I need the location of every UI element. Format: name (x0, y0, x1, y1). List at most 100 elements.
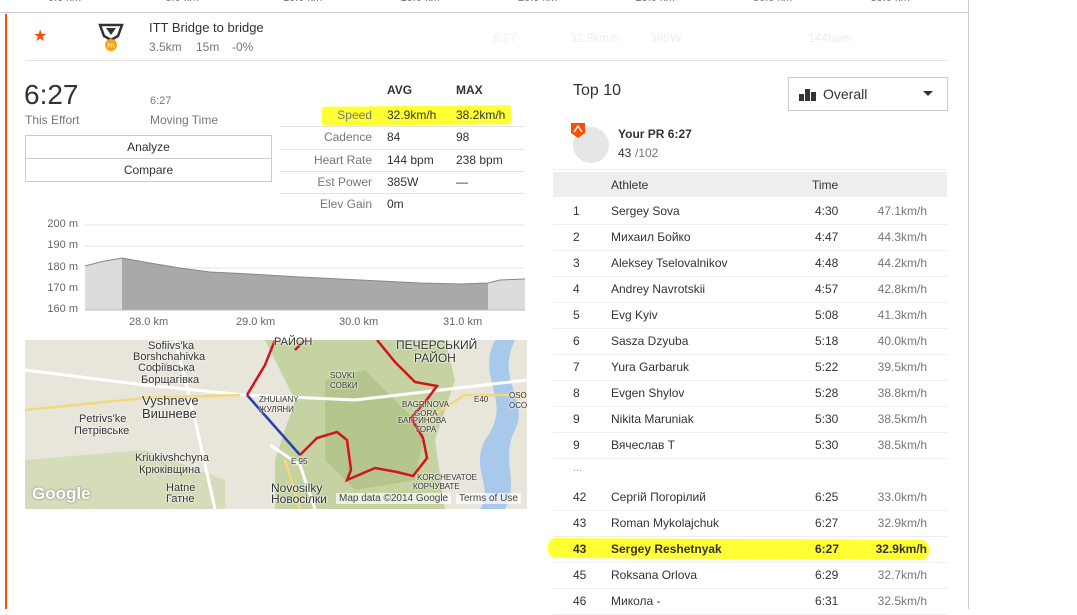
rank: 8 (573, 386, 580, 400)
map-label: РАЙОН (414, 351, 456, 365)
map-label: Борщагівка (141, 374, 200, 386)
athlete-name: Roman Mykolajchuk (611, 516, 720, 530)
map-label: Новосілки (271, 492, 327, 506)
athlete-name: Вячеслав Т (611, 438, 676, 452)
leaderboard-row[interactable]: 45 Roksana Orlova 6:29 32.7km/h (553, 562, 947, 589)
filter-label: Overall (823, 86, 868, 102)
pr-row: Your PR 6:27 43 /102 (553, 117, 947, 170)
y-tick-label: 200 m (47, 218, 78, 230)
map-label: СОВКИ (330, 381, 358, 390)
speed: 32.5km/h (877, 594, 927, 608)
map-label: Крюківщина (139, 464, 201, 476)
map-label: КОРЧУВАТЕ (413, 482, 460, 491)
stat-avg: 32.9km/h (387, 108, 437, 122)
map-label: E 95 (291, 457, 308, 466)
star-icon[interactable]: ★ (33, 28, 48, 45)
time: 4:57 (815, 282, 839, 296)
stat-label: Est Power (317, 174, 372, 189)
speed: 38.5km/h (877, 438, 927, 452)
map-label: Sofiivs'ka (148, 340, 195, 352)
map-label: OSO (509, 391, 527, 400)
axis-label: 15.0 km (401, 0, 440, 4)
leaderboard-row[interactable]: 5 Evg Kyiv 5:08 41.3km/h (553, 302, 947, 329)
athlete-name: Evg Kyiv (611, 308, 658, 322)
map-terms[interactable]: Terms of Use (456, 493, 521, 504)
segment-distance: 3.5km (149, 40, 182, 54)
elevation-chart (84, 224, 526, 311)
athlete-name: Sergey Reshetnyak (611, 542, 722, 556)
analyze-button[interactable]: Analyze (25, 135, 272, 159)
leaderboard-row[interactable]: 9 Вячеслав Т 5:30 38.5km/h (553, 432, 947, 459)
pr-rank: 43 (618, 146, 632, 160)
rank: 42 (573, 490, 587, 504)
divider (280, 148, 525, 150)
map-label: BAGRINOVA (402, 400, 449, 409)
column-header: Time (812, 178, 839, 192)
athlete-name: Sergey Sova (611, 204, 680, 218)
leaderboard-row[interactable]: 1 Sergey Sova 4:30 47.1km/h (553, 198, 947, 225)
filter-dropdown[interactable]: Overall (788, 77, 948, 111)
table-header: Athlete Time (553, 172, 947, 197)
stat-label: Heart Rate (313, 152, 372, 167)
rank: 9 (573, 412, 580, 426)
leaderboard-row[interactable]: 3 Aleksey Tselovalnikov 4:48 44.2km/h (553, 250, 947, 277)
rank: 5 (573, 308, 580, 322)
athlete-name: Михаил Бойко (611, 230, 691, 244)
time: 5:28 (815, 386, 839, 400)
leaderboard-row[interactable]: 42 Сергій Погорілий 6:25 33.0km/h (553, 484, 947, 511)
leaderboard-row[interactable]: 43 Sergey Reshetnyak 6:27 32.9km/h (553, 536, 947, 563)
stat-label: Cadence (323, 130, 372, 145)
faded-stat: 6:27 (493, 31, 517, 45)
athlete-name: Aleksey Tselovalnikov (611, 256, 728, 270)
rank: 45 (573, 568, 587, 582)
leaderboard-row[interactable]: 8 Evgen Shylov 5:28 38.8km/h (553, 380, 947, 407)
leaderboard-row[interactable]: 6 Sasza Dzyuba 5:18 40.0km/h (553, 328, 947, 355)
map-label: ГОРА (416, 425, 437, 434)
leaderboard-row[interactable]: 46 Микола - 6:31 32.5km/h (553, 588, 947, 615)
divider (280, 193, 525, 195)
time: 4:47 (815, 230, 839, 244)
time: 6:31 (815, 594, 839, 608)
leaderboard-row[interactable]: 7 Yura Garbaruk 5:22 39.5km/h (553, 354, 947, 381)
stat-avg: 84 (387, 130, 401, 145)
y-tick-label: 170 m (47, 282, 78, 294)
filter-icon (799, 89, 816, 101)
x-tick-label: 28.0 km (129, 316, 169, 328)
speed: 38.8km/h (877, 386, 927, 400)
map-label: Петрівське (74, 425, 130, 437)
leaderboard-row[interactable]: 4 Andrey Navrotskii 4:57 42.8km/h (553, 276, 947, 303)
segment-name[interactable]: ITT Bridge to bridge (149, 20, 264, 35)
ellipsis: ... (573, 462, 583, 474)
time: 6:27 (815, 516, 839, 530)
divider (0, 12, 968, 13)
stat-max: 98 (456, 130, 470, 145)
map-label: Borshchahivka (133, 351, 206, 363)
compare-button[interactable]: Compare (25, 158, 272, 182)
time: 5:18 (815, 334, 839, 348)
map-label: Hatne (166, 482, 196, 494)
map-label: ПЕЧЕРСЬКИЙ (396, 338, 478, 352)
faded-stat: 144bpm (808, 31, 852, 45)
speed: 38.5km/h (877, 412, 927, 426)
map-label: Софіївська (138, 362, 195, 374)
stat-max: — (456, 174, 468, 189)
stat-avg: 144 bpm (387, 152, 434, 167)
speed: 42.8km/h (877, 282, 927, 296)
axis-label: 5.0 km (166, 0, 199, 4)
leaderboard-row[interactable]: 2 Михаил Бойко 4:47 44.3km/h (553, 224, 947, 251)
map-label: Vyshneve (142, 393, 199, 408)
y-tick-label: 160 m (47, 303, 78, 315)
pr-badge-text: PR (107, 43, 115, 50)
time: 4:30 (815, 204, 839, 218)
speed: 32.9km/h (877, 516, 927, 530)
moving-time: 6:27 (150, 95, 172, 107)
rank: 43 (573, 542, 587, 556)
route-map[interactable] (25, 340, 527, 509)
leaderboard-row[interactable]: 9 Nikita Maruniak 5:30 38.5km/h (553, 406, 947, 433)
time: 6:27 (815, 542, 840, 556)
athlete-name: Evgen Shylov (611, 386, 685, 400)
map-label: Petrivs'ke (79, 413, 127, 425)
leaderboard-row[interactable]: 43 Roman Mykolajchuk 6:27 32.9km/h (553, 510, 947, 537)
speed: 32.7km/h (877, 568, 927, 582)
